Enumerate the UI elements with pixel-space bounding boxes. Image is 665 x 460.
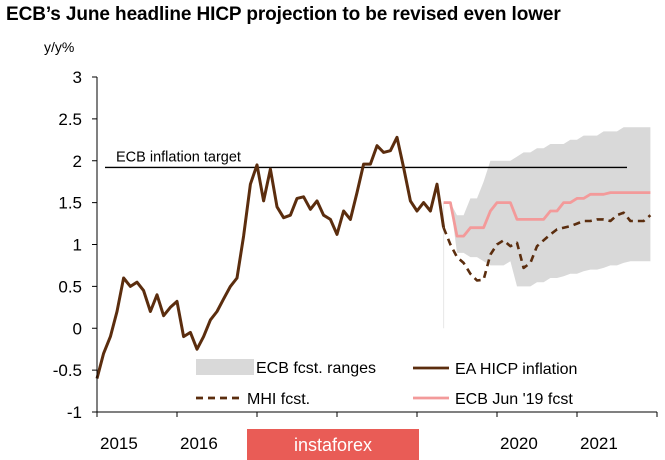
target-label: ECB inflation target	[116, 149, 241, 165]
y-tick-label: 1	[73, 236, 82, 255]
chart-title: ECB’s June headline HICP projection to b…	[6, 4, 561, 25]
series-line-mhi-fcst-	[442, 211, 652, 282]
y-tick-label: 0.5	[58, 277, 82, 296]
watermark-text: instaforex	[294, 435, 372, 455]
legend-swatch-band	[196, 359, 254, 375]
y-tick-label: -0.5	[53, 361, 82, 380]
watermark-banner	[247, 429, 419, 460]
x-tick-label: 2015	[100, 434, 138, 453]
legend-label: MHI fcst.	[247, 391, 310, 408]
y-tick-label: 3	[73, 68, 82, 87]
series-line-ecb-jun-19-fcst	[443, 191, 651, 238]
y-axis-unit: y/y%	[44, 39, 74, 55]
range-band	[443, 127, 651, 287]
x-tick-label: 2020	[500, 434, 538, 453]
legend-label: ECB fcst. ranges	[256, 360, 376, 377]
axes-layer: 3 2.5 2 1.5 1 0.5 0 -0.5 -1 y/y% 2015 2016 2020 2021	[44, 39, 658, 453]
y-tick-label: 0	[73, 319, 82, 338]
series-line-ea-hicp-inflation	[95, 135, 446, 379]
series-layer	[95, 135, 652, 379]
watermark-layer: instaforex	[247, 429, 419, 460]
legend-layer: ECB fcst. ranges EA HICP inflation MHI fcs…	[196, 359, 577, 408]
y-tick-label: 1.5	[58, 194, 82, 213]
target-line-layer: ECB inflation target	[105, 149, 627, 169]
y-tick-label: 2	[73, 152, 82, 171]
x-tick-label: 2021	[580, 434, 618, 453]
legend-label: EA HICP inflation	[455, 361, 577, 378]
legend-label: ECB Jun '19 fcst	[455, 391, 573, 408]
x-tick-label: 2016	[180, 434, 218, 453]
y-tick-label: -1	[67, 403, 82, 422]
y-tick-label: 2.5	[58, 110, 82, 129]
